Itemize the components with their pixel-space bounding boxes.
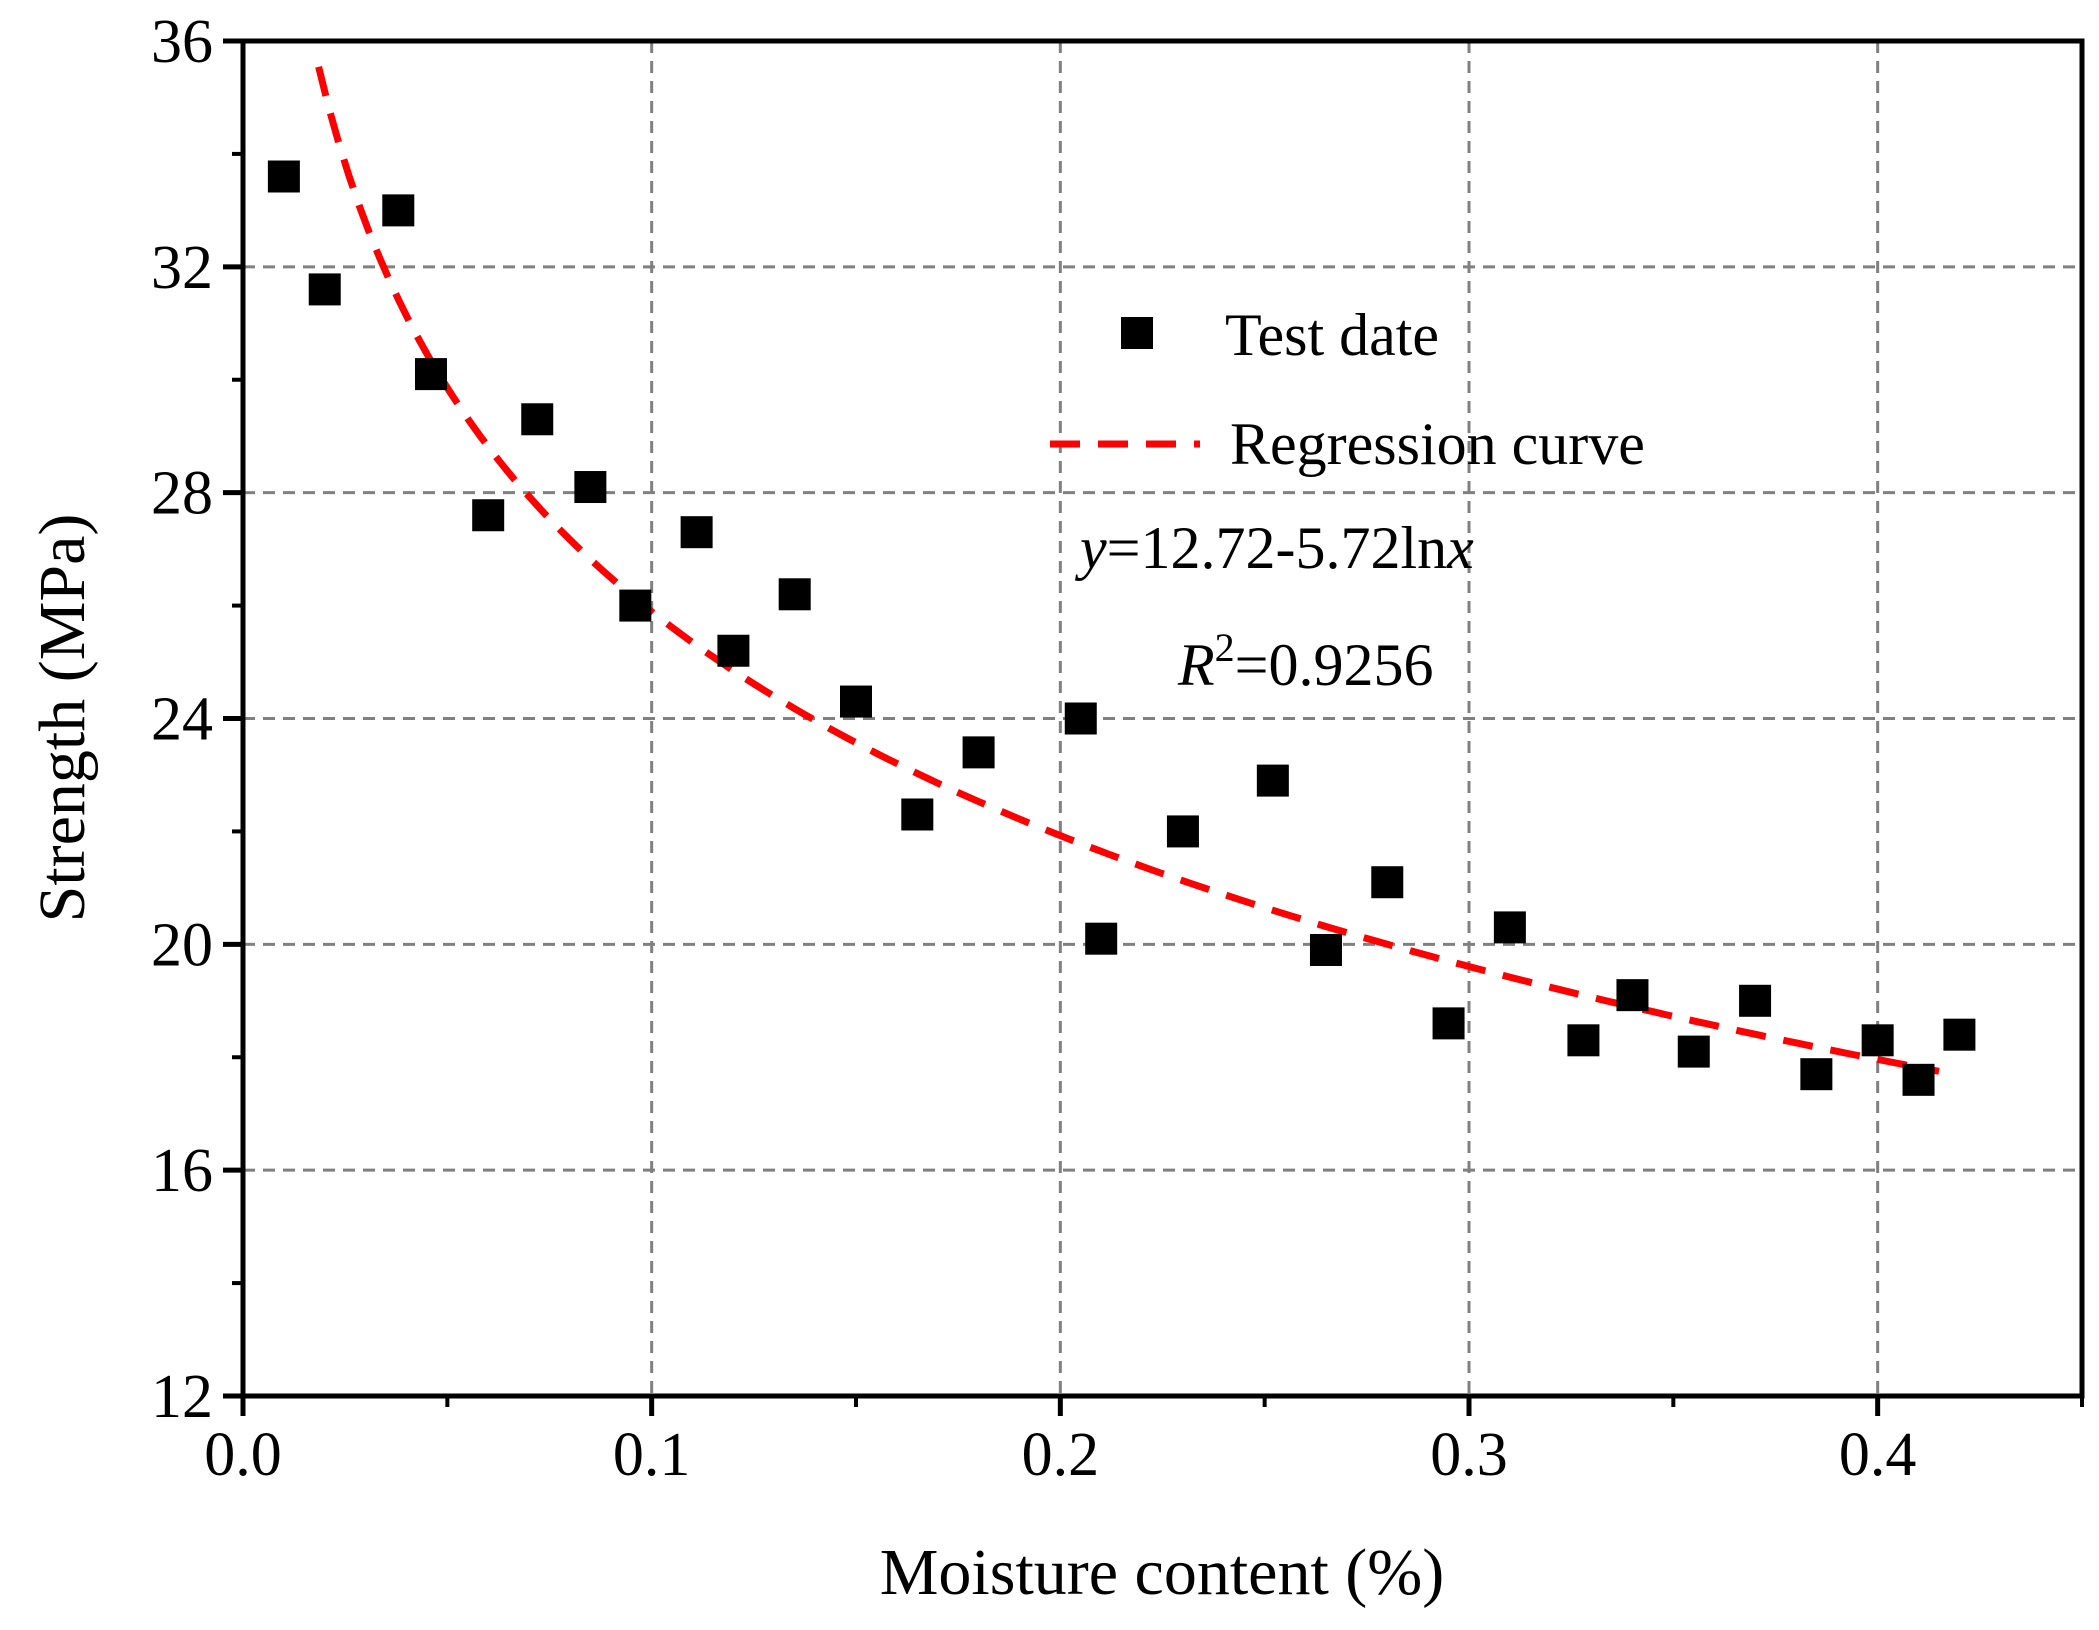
data-point xyxy=(680,516,713,549)
data-point xyxy=(901,798,934,831)
data-point xyxy=(619,589,652,622)
data-point xyxy=(1739,984,1772,1017)
x-tick-label: 0.4 xyxy=(1839,1421,1917,1489)
data-point xyxy=(574,471,607,504)
y-tick-label: 12 xyxy=(151,1363,213,1431)
legend-label-test-date: Test date xyxy=(1225,302,1439,368)
data-point xyxy=(1616,979,1649,1012)
data-point xyxy=(1432,1007,1465,1040)
data-point xyxy=(1493,911,1526,944)
y-tick-label: 32 xyxy=(151,234,213,302)
data-point xyxy=(1800,1058,1833,1091)
data-point xyxy=(1861,1024,1894,1057)
data-point xyxy=(521,403,554,436)
data-point xyxy=(382,194,415,227)
data-point xyxy=(472,499,505,532)
data-point xyxy=(308,273,341,306)
data-point xyxy=(1902,1063,1935,1096)
data-point xyxy=(267,160,300,193)
data-point xyxy=(1309,933,1342,966)
data-point xyxy=(1166,815,1199,848)
data-point xyxy=(840,685,872,718)
data-point xyxy=(1371,866,1404,899)
axis-ticks xyxy=(223,38,2084,1416)
data-point xyxy=(962,736,995,769)
data-point xyxy=(778,578,811,611)
data-point xyxy=(414,358,447,391)
x-axis-label: Moisture content (%) xyxy=(880,1536,1445,1609)
y-tick-label: 28 xyxy=(151,460,213,528)
y-tick-label: 24 xyxy=(151,686,213,754)
y-axis-label: Strength (MPa) xyxy=(26,514,99,923)
data-point xyxy=(1677,1035,1710,1068)
x-tick-labels: 0.0 0.1 0.2 0.3 0.4 xyxy=(204,1421,1916,1489)
legend: Test date Regression curve xyxy=(1050,302,1645,477)
legend-marker-square xyxy=(1121,317,1153,349)
data-point xyxy=(1085,922,1118,955)
data-points-layer xyxy=(267,160,1976,1096)
x-tick-label: 0.2 xyxy=(1022,1421,1100,1489)
data-point xyxy=(1567,1024,1600,1057)
regression-curve xyxy=(315,65,1940,1075)
x-tick-label: 0.0 xyxy=(204,1421,282,1489)
r-squared-annotation: R2=0.9256 xyxy=(1177,625,1434,698)
y-tick-label: 36 xyxy=(151,8,213,76)
data-point xyxy=(717,634,750,667)
data-point xyxy=(1064,702,1097,735)
regression-equation: y=12.72-5.72lnx xyxy=(1074,515,1474,581)
legend-label-regression-curve: Regression curve xyxy=(1230,411,1645,477)
y-tick-label: 20 xyxy=(151,911,213,979)
regression-curve-layer xyxy=(315,65,1940,1075)
x-tick-label: 0.3 xyxy=(1430,1421,1508,1489)
y-tick-labels: 12 16 20 24 28 32 36 xyxy=(151,8,213,1431)
data-point xyxy=(1943,1018,1976,1051)
grid-lines xyxy=(243,41,2082,1396)
y-tick-label: 16 xyxy=(151,1137,213,1205)
data-point xyxy=(1256,764,1289,797)
x-tick-label: 0.1 xyxy=(613,1421,691,1489)
